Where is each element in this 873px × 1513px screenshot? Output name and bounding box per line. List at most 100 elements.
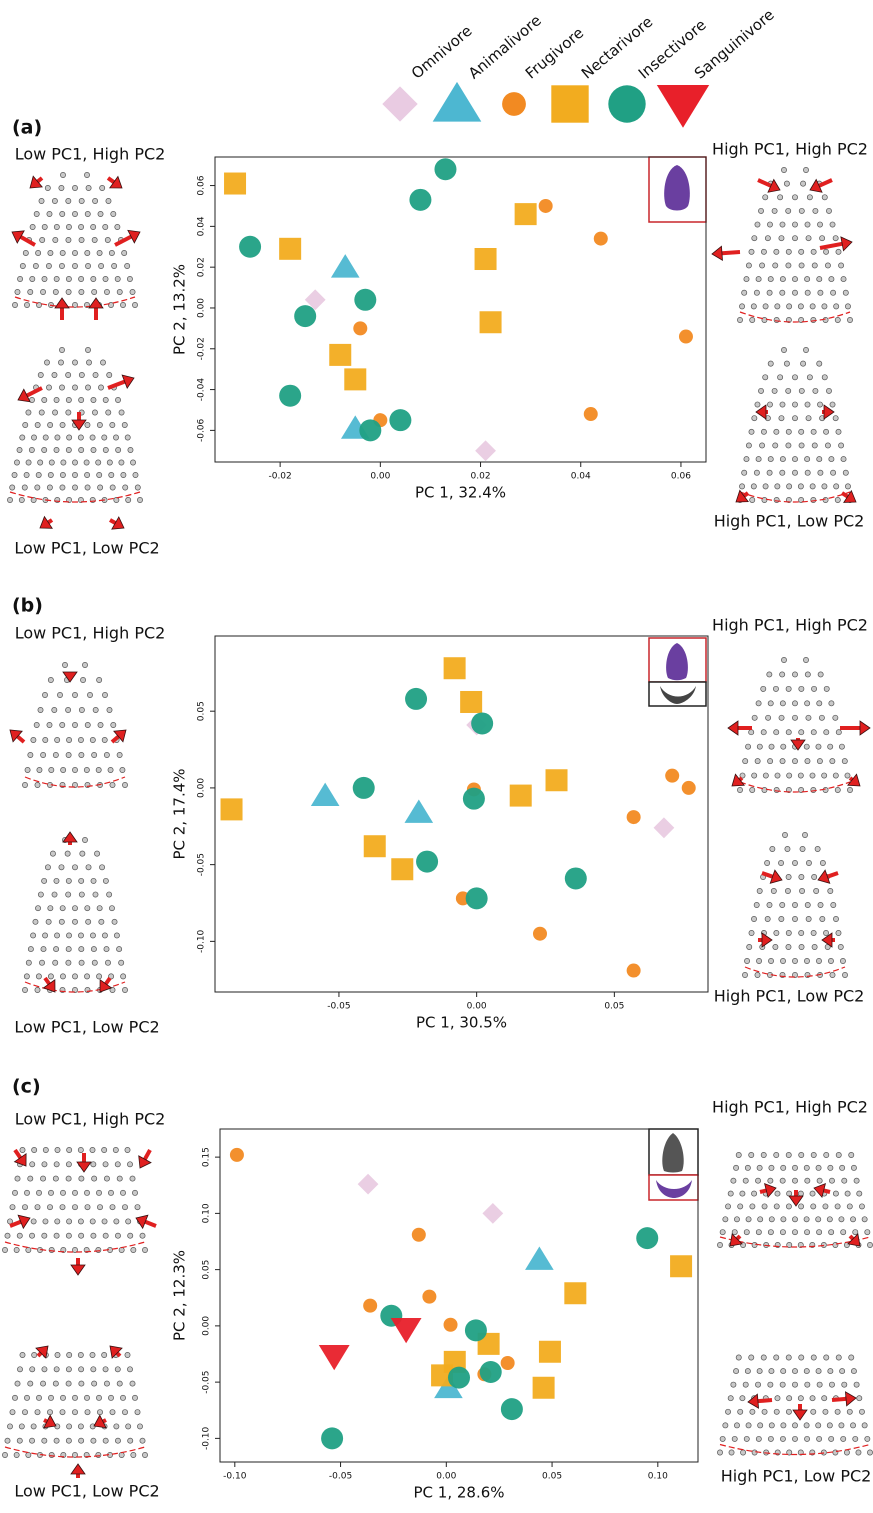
landmark-dot <box>23 422 28 427</box>
arrow-shaft <box>850 778 852 780</box>
landmark-dot <box>816 1423 821 1428</box>
point <box>627 810 641 824</box>
landmark-dot <box>96 1190 101 1195</box>
landmark-dot <box>72 1190 77 1195</box>
x-tick-label: -0.05 <box>329 1472 352 1482</box>
landmark-dot <box>843 290 848 295</box>
landmark-dot <box>739 304 744 309</box>
landmark-dot <box>97 250 102 255</box>
landmark-dot <box>787 304 792 309</box>
landmark-dot <box>113 1147 118 1152</box>
landmark-dot <box>142 1452 147 1457</box>
landmark-dot <box>804 1436 809 1441</box>
landmark-dot <box>775 304 780 309</box>
landmark-dot <box>812 874 817 879</box>
arrow-shaft <box>103 1420 106 1422</box>
landmark-dot <box>746 1217 751 1222</box>
point <box>353 777 375 799</box>
landmark-dot <box>778 860 783 865</box>
landmark-dot <box>48 422 53 427</box>
landmark-dot <box>749 1355 754 1360</box>
landmark-dot <box>78 224 83 229</box>
point <box>363 1299 377 1313</box>
landmark-dot <box>778 195 783 200</box>
landmark-dot <box>805 1178 810 1183</box>
landmark-dot <box>857 1396 862 1401</box>
inset-a <box>649 157 706 222</box>
landmark-dot <box>140 1233 145 1238</box>
landmark-dot <box>128 447 133 452</box>
landmark-dot <box>92 1176 97 1181</box>
landmark-dot <box>811 249 816 254</box>
x-tick-label: 0.05 <box>542 1472 562 1482</box>
landmark-dot <box>60 974 65 979</box>
landmark-dot <box>28 289 33 294</box>
landmark-dot <box>773 686 778 691</box>
landmark-dot <box>830 972 835 977</box>
landmark-dot <box>72 211 77 216</box>
landmark-dot <box>66 1381 71 1386</box>
landmark-dot <box>52 198 57 203</box>
landmark-dot <box>822 304 827 309</box>
landmark-dot <box>723 1217 728 1222</box>
x-axis-label: PC 1, 30.5% <box>416 1014 507 1032</box>
landmark-dot <box>845 773 850 778</box>
landmark-dot <box>31 1219 36 1224</box>
landmark-dot <box>85 211 90 216</box>
landmark-dot <box>838 443 843 448</box>
landmark-dot <box>761 429 766 434</box>
landmark-dot <box>43 1219 48 1224</box>
landmark-dot <box>742 972 747 977</box>
landmark-dot <box>120 1190 125 1195</box>
corner-label: High PC1, Low PC2 <box>714 987 865 1006</box>
y-tick-label: 0.15 <box>202 1147 212 1167</box>
landmark-dot <box>23 250 28 255</box>
landmark-dot <box>35 1410 40 1415</box>
landmark-dot <box>54 878 59 883</box>
landmark-dot <box>85 1410 90 1415</box>
landmark-dot <box>836 1355 841 1360</box>
outline <box>740 782 850 792</box>
legend-symbol <box>551 85 588 122</box>
landmark-dot <box>103 1367 108 1372</box>
landmark-dot <box>119 1247 124 1252</box>
landmark-dot <box>59 263 64 268</box>
landmark-dot <box>117 1176 122 1181</box>
landmark-dot <box>810 304 815 309</box>
landmark-dot <box>92 1381 97 1386</box>
landmark-dot <box>750 787 755 792</box>
landmark-dot <box>67 1147 72 1152</box>
point <box>329 344 351 366</box>
x-tick-label: 0.00 <box>370 472 390 482</box>
arrow-shaft <box>110 520 115 523</box>
landmark-dot <box>810 773 815 778</box>
landmark-dot <box>47 1205 52 1210</box>
landmark-dot <box>26 1247 31 1252</box>
landmark-dot <box>2 1247 7 1252</box>
landmark-dot <box>40 237 45 242</box>
landmark-dot <box>842 1178 847 1183</box>
landmark-dot <box>830 290 835 295</box>
point <box>510 785 532 807</box>
landmark-dot <box>768 1230 773 1235</box>
landmark-dot <box>54 1438 59 1443</box>
landmark-dot <box>105 960 110 965</box>
landmark-dot <box>844 1450 849 1455</box>
landmark-dot <box>804 1368 809 1373</box>
landmark-dot <box>768 1436 773 1441</box>
landmark-dot <box>744 456 749 461</box>
landmark-dot <box>811 930 816 935</box>
landmark-dot <box>32 1352 37 1357</box>
landmark-dot <box>835 1204 840 1209</box>
landmark-dot <box>66 372 71 377</box>
landmark-dot <box>85 1205 90 1210</box>
landmark-dot <box>54 447 59 452</box>
landmark-dot <box>72 485 77 490</box>
landmark-dot <box>807 375 812 380</box>
y-tick-label: -0.05 <box>197 853 207 876</box>
landmark-dot <box>100 360 105 365</box>
landmark-dot <box>29 1438 34 1443</box>
landmark-dot <box>830 759 835 764</box>
landmark-dot <box>80 851 85 856</box>
landmark-dot <box>800 846 805 851</box>
